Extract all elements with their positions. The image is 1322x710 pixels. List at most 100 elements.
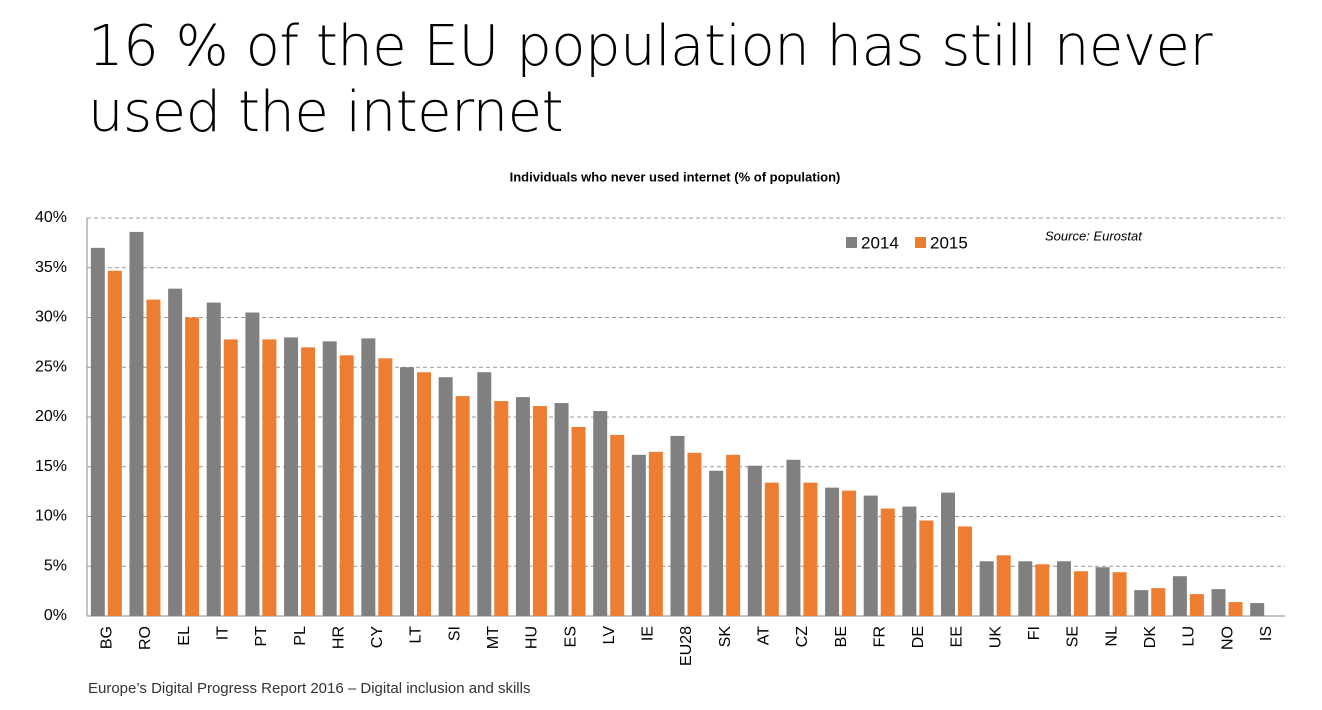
bar bbox=[764, 482, 779, 616]
bar bbox=[455, 396, 470, 616]
x-tick-label: NO bbox=[1219, 626, 1236, 650]
bar bbox=[168, 288, 183, 616]
bar bbox=[1073, 571, 1088, 616]
x-tick-label: HR bbox=[330, 626, 347, 649]
bar bbox=[1095, 567, 1110, 616]
bar bbox=[185, 317, 200, 616]
bar bbox=[996, 555, 1011, 616]
bar bbox=[322, 341, 337, 616]
bar bbox=[842, 490, 857, 616]
bar bbox=[1189, 594, 1204, 616]
bar bbox=[1250, 603, 1265, 616]
y-tick-label: 35% bbox=[35, 259, 67, 276]
bar bbox=[825, 487, 840, 616]
x-tick-label: IT bbox=[214, 626, 231, 640]
y-tick-label: 15% bbox=[35, 458, 67, 475]
bar bbox=[301, 347, 316, 616]
y-tick-label: 0% bbox=[44, 607, 67, 624]
bar bbox=[919, 520, 934, 616]
bar bbox=[670, 435, 685, 616]
x-tick-label: MT bbox=[485, 626, 502, 649]
chart: Individuals who never used internet (% o… bbox=[35, 169, 1285, 666]
bar bbox=[863, 495, 878, 616]
bar bbox=[438, 377, 453, 616]
bar bbox=[941, 492, 956, 616]
footer: Europe’s Digital Progress Report 2016 – … bbox=[88, 680, 531, 697]
x-tick-label: FR bbox=[871, 626, 888, 647]
y-tick-label: 25% bbox=[35, 358, 67, 375]
bar bbox=[726, 454, 741, 616]
legend-label: 2015 bbox=[930, 233, 968, 252]
y-tick-label: 10% bbox=[35, 508, 67, 525]
x-tick-label: EE bbox=[949, 626, 966, 647]
bar bbox=[223, 339, 238, 616]
legend-swatch bbox=[915, 237, 926, 248]
y-tick-label: 5% bbox=[44, 557, 67, 574]
bar bbox=[709, 470, 724, 616]
bar bbox=[979, 561, 994, 616]
x-tick-label: BG bbox=[99, 626, 116, 649]
x-tick-label: HU bbox=[524, 626, 541, 649]
x-tick-label: LU bbox=[1181, 626, 1198, 646]
bar bbox=[339, 355, 354, 616]
chart-title: Individuals who never used internet (% o… bbox=[510, 169, 841, 184]
bar bbox=[107, 270, 122, 616]
x-tick-label: BE bbox=[833, 626, 850, 647]
x-tick-label: LV bbox=[601, 626, 618, 645]
bar bbox=[803, 482, 818, 616]
bar bbox=[1056, 561, 1071, 616]
bar bbox=[477, 372, 492, 616]
bar bbox=[1035, 564, 1050, 616]
x-tick-label: SE bbox=[1065, 626, 1082, 647]
x-tick-label: DK bbox=[1142, 626, 1159, 649]
bar bbox=[378, 358, 393, 616]
x-tick-label: AT bbox=[756, 626, 773, 645]
bar bbox=[532, 406, 547, 616]
bar bbox=[361, 338, 376, 616]
bar bbox=[1228, 602, 1243, 616]
x-tick-label: CY bbox=[369, 626, 386, 649]
y-tick-label: 30% bbox=[35, 309, 67, 326]
slide-title: 16 % of the EU population has still neve… bbox=[88, 14, 1212, 145]
x-tick-label: RO bbox=[137, 626, 154, 650]
x-tick-label: IS bbox=[1258, 626, 1275, 641]
bar bbox=[262, 339, 277, 616]
bar bbox=[1211, 589, 1226, 616]
bar bbox=[416, 372, 431, 616]
x-tick-label: IE bbox=[640, 626, 657, 641]
bar bbox=[494, 401, 509, 616]
y-tick-label: 40% bbox=[35, 209, 67, 226]
bar bbox=[1112, 572, 1127, 616]
bar bbox=[146, 299, 161, 616]
bar bbox=[958, 526, 973, 616]
bar bbox=[687, 452, 702, 616]
x-tick-label: EL bbox=[176, 626, 193, 646]
x-tick-label: SK bbox=[717, 626, 734, 648]
bar bbox=[206, 302, 221, 616]
bar bbox=[593, 411, 608, 616]
x-tick-label: PT bbox=[253, 626, 270, 647]
bar bbox=[399, 367, 414, 616]
bar bbox=[284, 337, 299, 616]
bar bbox=[610, 434, 625, 616]
x-tick-label: FI bbox=[1026, 626, 1043, 640]
x-tick-label: ES bbox=[562, 626, 579, 647]
bar bbox=[631, 454, 646, 616]
x-tick-label: CZ bbox=[794, 626, 811, 648]
x-tick-label: SI bbox=[446, 626, 463, 641]
bar bbox=[515, 397, 530, 616]
bar bbox=[902, 506, 917, 616]
bar bbox=[245, 312, 260, 616]
bar bbox=[648, 451, 663, 616]
legend-label: 2014 bbox=[861, 233, 899, 252]
bar bbox=[1172, 576, 1187, 616]
x-tick-label: NL bbox=[1103, 626, 1120, 647]
bar bbox=[786, 459, 801, 616]
bar bbox=[1134, 590, 1149, 616]
bar bbox=[747, 465, 762, 616]
bar bbox=[90, 247, 105, 616]
x-tick-label: LT bbox=[408, 626, 425, 644]
x-tick-label: EU28 bbox=[678, 626, 695, 666]
y-tick-label: 20% bbox=[35, 408, 67, 425]
